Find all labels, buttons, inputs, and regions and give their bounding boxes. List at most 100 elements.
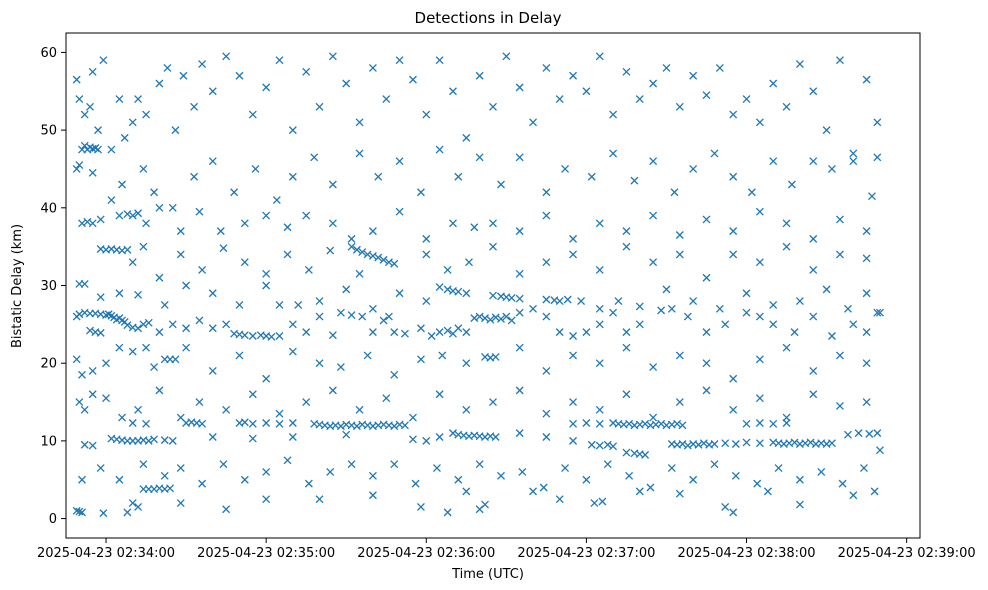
data-point	[590, 499, 599, 507]
data-point	[675, 398, 684, 406]
data-point	[489, 291, 497, 300]
data-point	[267, 332, 276, 341]
data-point	[342, 430, 351, 439]
data-point	[755, 312, 764, 321]
data-point	[80, 110, 89, 119]
data-point	[795, 297, 804, 305]
data-point	[107, 196, 116, 204]
data-point	[755, 258, 764, 267]
data-point	[96, 328, 105, 337]
data-point	[873, 153, 882, 162]
data-point	[835, 56, 844, 65]
data-point	[134, 405, 143, 414]
data-point	[134, 290, 143, 299]
data-point	[395, 157, 404, 166]
data-point	[262, 269, 271, 278]
data-point	[368, 64, 377, 72]
data-point	[876, 308, 884, 317]
data-point	[475, 71, 484, 80]
data-point	[288, 172, 297, 181]
data-point	[283, 250, 292, 259]
data-point	[489, 102, 497, 111]
data-point	[139, 165, 148, 173]
data-point	[862, 328, 871, 337]
data-point	[862, 227, 871, 236]
data-point	[443, 266, 452, 274]
data-point	[809, 367, 818, 375]
data-point	[518, 468, 527, 476]
data-point	[683, 312, 692, 321]
data-point	[155, 386, 164, 395]
data-point	[88, 390, 97, 399]
data-point	[128, 499, 137, 507]
data-point	[411, 479, 420, 488]
data-point	[328, 219, 337, 228]
data-point	[555, 95, 564, 103]
data-point	[462, 359, 471, 368]
data-point	[454, 172, 463, 181]
data-point	[622, 328, 631, 337]
data-point	[582, 87, 591, 96]
data-point	[489, 219, 497, 228]
data-point	[328, 386, 337, 395]
data-point	[176, 464, 185, 473]
data-point	[542, 188, 551, 197]
data-point	[163, 64, 172, 72]
data-point	[721, 439, 730, 448]
data-point	[729, 508, 738, 517]
data-point	[649, 79, 658, 88]
x-tick-label: 2025-04-23 02:37:00	[517, 546, 655, 561]
data-point	[235, 300, 244, 309]
data-point	[595, 320, 604, 329]
data-point	[435, 390, 444, 399]
data-point	[382, 394, 391, 403]
data-point	[827, 332, 836, 340]
data-point	[368, 471, 377, 480]
data-point	[710, 149, 719, 158]
data-point	[142, 419, 151, 428]
data-point	[115, 211, 124, 220]
data-point	[390, 328, 399, 337]
data-point	[283, 456, 292, 465]
data-point	[835, 351, 844, 360]
data-point	[182, 324, 191, 333]
data-point	[569, 250, 578, 259]
data-point	[598, 497, 607, 506]
data-point	[128, 211, 137, 220]
data-point	[302, 398, 311, 406]
x-tick-label: 2025-04-23 02:34:00	[37, 546, 175, 561]
data-point	[435, 56, 444, 65]
data-point	[462, 405, 471, 414]
data-point	[582, 475, 591, 484]
data-point	[128, 258, 137, 267]
data-point	[614, 297, 623, 305]
data-point	[542, 409, 551, 418]
data-point	[416, 188, 425, 197]
data-point	[422, 436, 431, 445]
data-point	[416, 355, 425, 364]
data-point	[595, 441, 604, 450]
data-point	[336, 308, 345, 317]
data-point	[667, 304, 676, 313]
data-point	[435, 433, 444, 441]
data-point	[809, 390, 818, 399]
data-point	[80, 405, 89, 414]
data-point	[179, 71, 188, 80]
data-point	[755, 419, 764, 427]
data-point	[755, 118, 764, 127]
chart-title: Detections in Delay	[415, 9, 562, 27]
data-point	[747, 188, 756, 197]
data-point	[675, 489, 684, 498]
data-point	[862, 398, 871, 406]
data-point	[755, 439, 764, 448]
data-point	[843, 304, 852, 313]
data-point	[670, 188, 679, 197]
data-point	[235, 71, 244, 80]
data-point	[88, 441, 97, 450]
data-point	[230, 188, 239, 197]
data-point	[859, 464, 868, 473]
data-point	[595, 219, 604, 228]
data-point	[491, 353, 500, 361]
data-point	[569, 234, 578, 243]
data-point	[454, 324, 463, 333]
